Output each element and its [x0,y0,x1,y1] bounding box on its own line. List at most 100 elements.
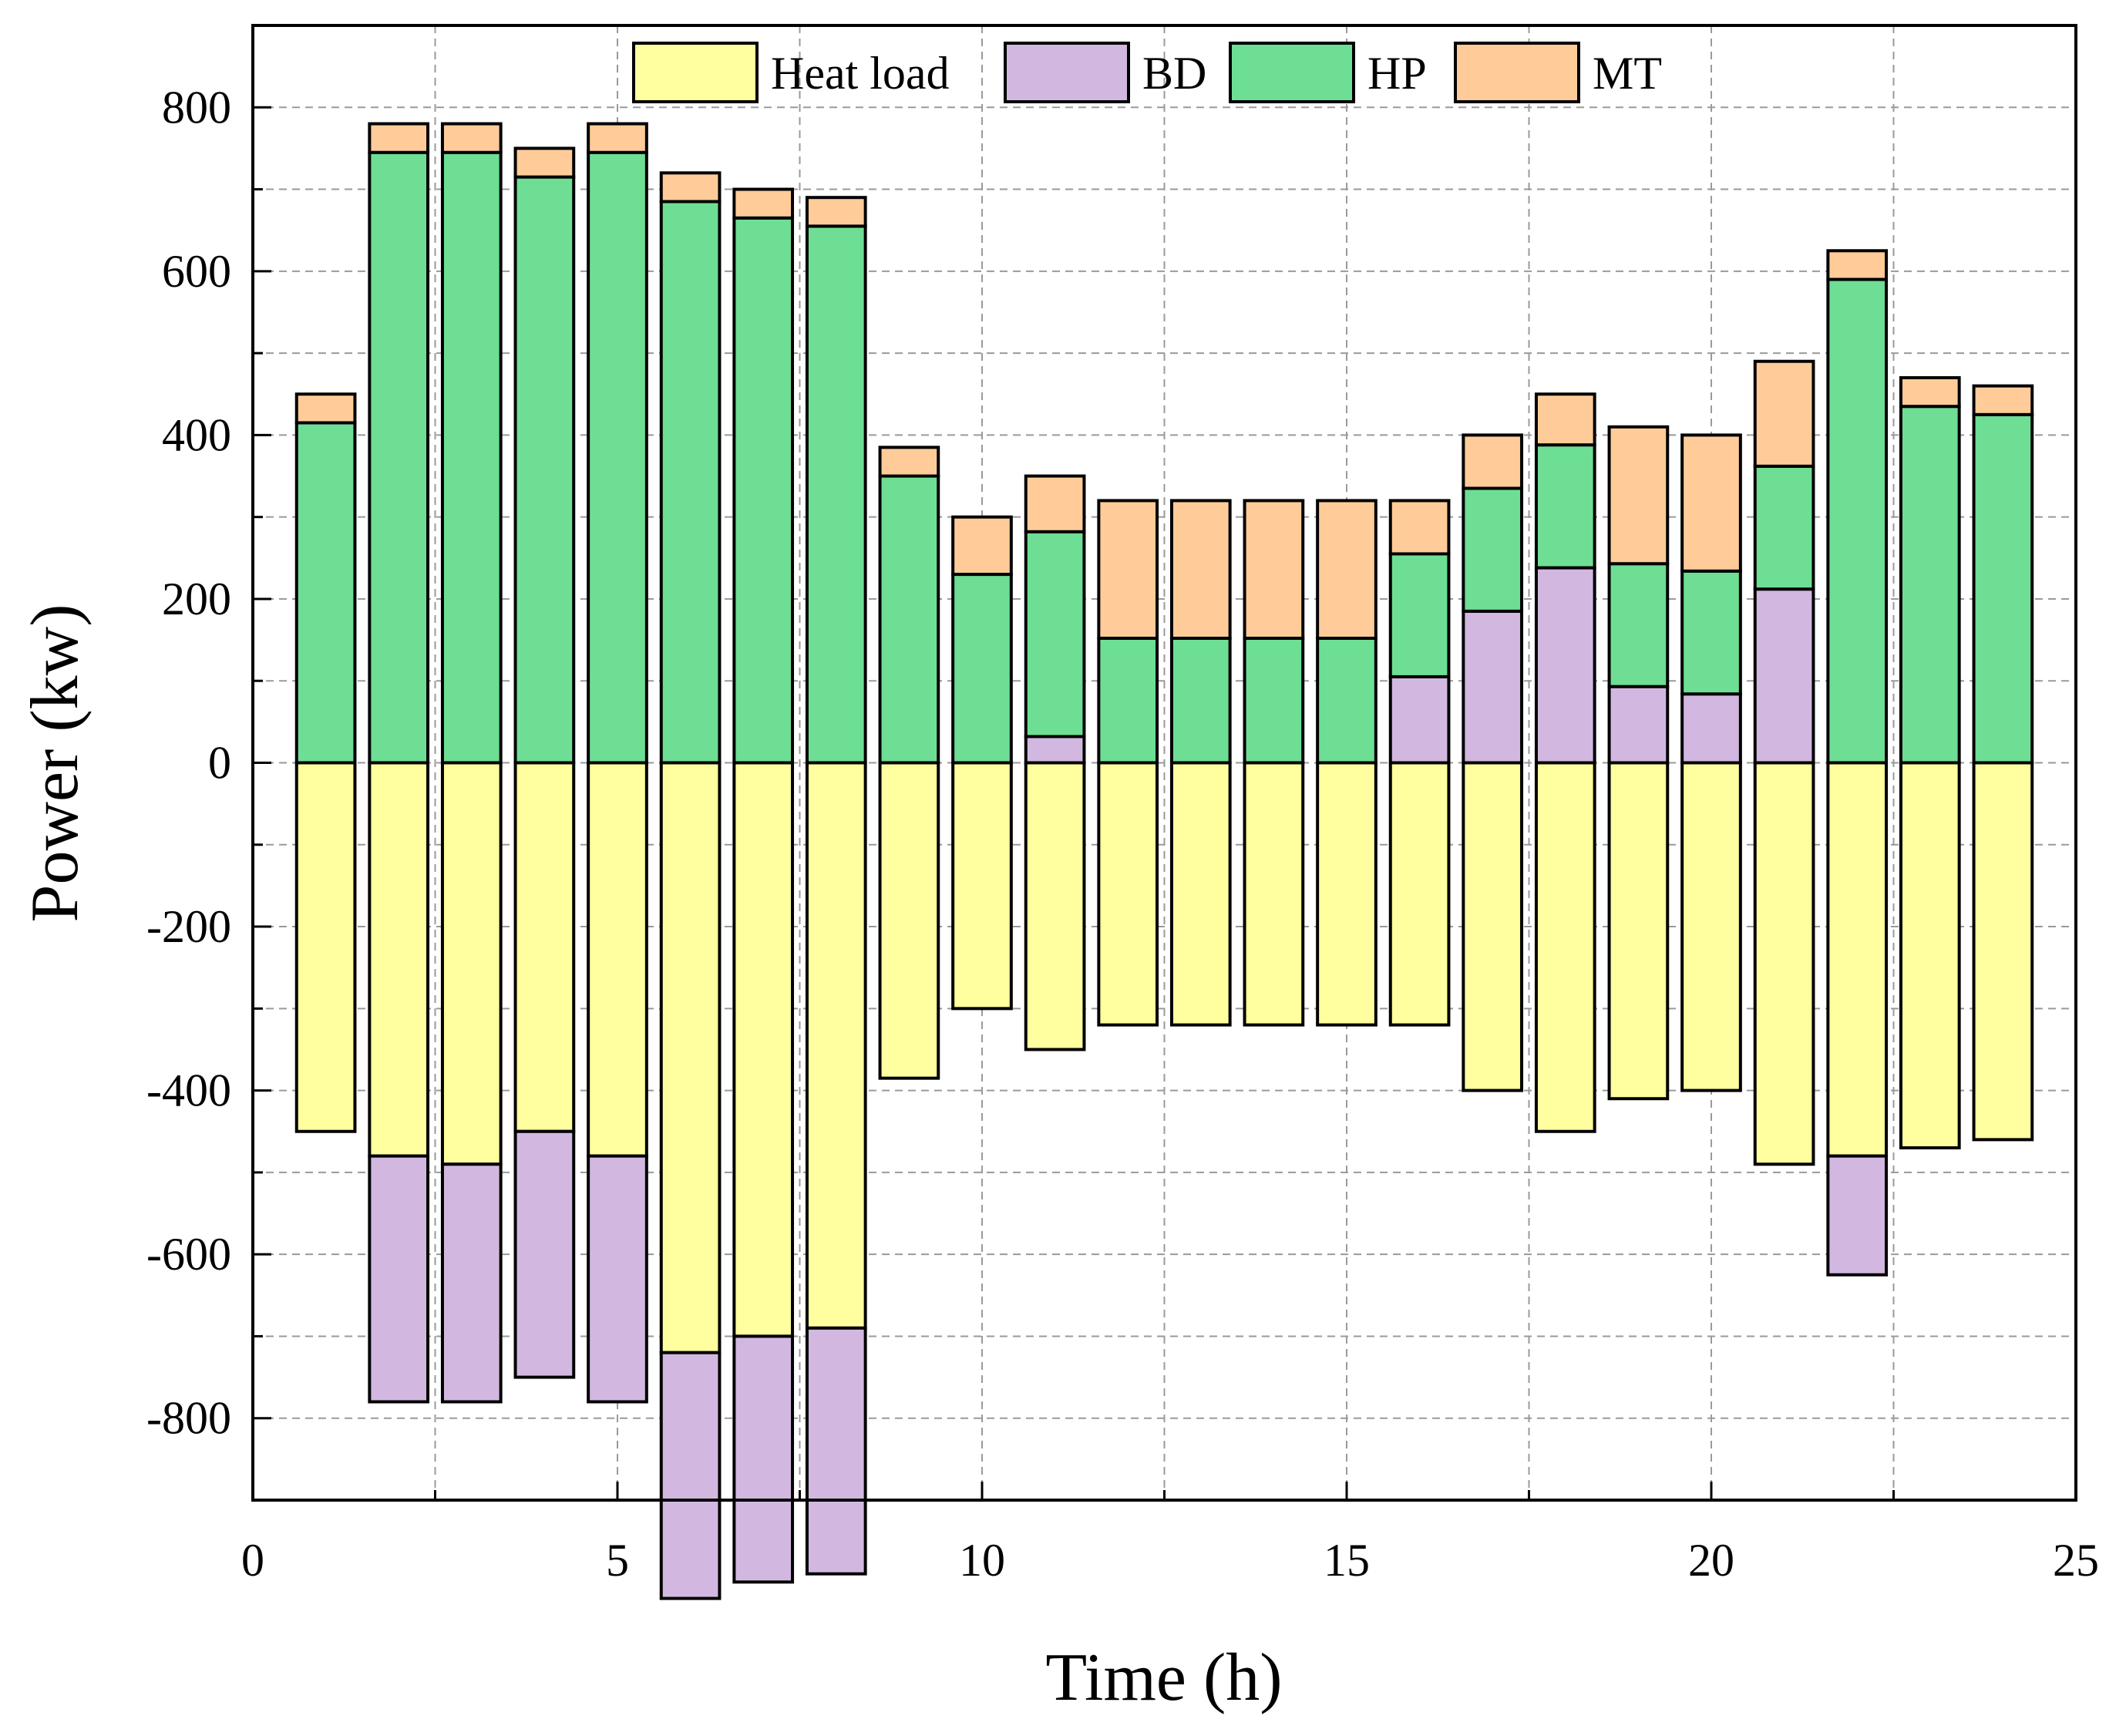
bar-mt-1 [294,392,357,425]
bar-mt-14 [1243,499,1305,640]
legend-label-mt: MT [1593,48,1662,99]
bar-mt-23 [1899,375,1961,409]
bar-bd-2 [368,1154,430,1404]
bar-bd-4 [513,1129,576,1379]
bar-hp-14 [1243,636,1305,765]
bar-hp-16 [1388,552,1451,678]
bar-hp-1 [294,421,357,765]
bar-mt-15 [1316,499,1378,640]
legend-swatch-bd [1004,42,1130,103]
bar-heat-load-1 [294,761,357,1133]
legend-label-hp: HP [1367,48,1427,99]
x-tick-label: 20 [1688,1535,1734,1586]
bar-mt-9 [878,446,940,478]
bar-heat-load-5 [587,761,648,1158]
bar-mt-16 [1388,499,1451,556]
bar-hp-10 [951,573,1013,765]
bar-hp-9 [878,474,940,765]
bar-hp-7 [732,216,795,765]
bar-heat-load-8 [805,761,867,1330]
bar-heat-load-18 [1534,761,1596,1133]
bar-heat-load-6 [659,761,722,1354]
y-tick-label: 600 [162,246,231,297]
bar-mt-5 [587,122,648,154]
x-tick-label: 10 [959,1535,1005,1586]
y-tick-label: -600 [146,1229,231,1280]
bar-heat-load-21 [1753,761,1815,1166]
x-axis-title: Time (h) [1045,1640,1282,1715]
bar-mt-21 [1753,359,1815,468]
bar-heat-load-14 [1243,761,1305,1027]
bar-hp-17 [1462,486,1524,613]
legend-swatch-hp [1229,42,1355,103]
bar-bd-8 [805,1326,867,1576]
bar-bd-19 [1607,685,1670,765]
bar-heat-load-12 [1097,761,1159,1027]
bar-hp-15 [1316,636,1378,765]
bar-hp-2 [368,150,430,765]
bar-hp-6 [659,200,722,765]
bar-mt-13 [1169,499,1232,640]
bar-heat-load-10 [951,761,1013,1011]
bar-mt-20 [1680,433,1742,573]
bar-bd-17 [1462,609,1524,765]
legend-swatch-heat-load [632,42,759,103]
bar-hp-21 [1753,464,1815,591]
bar-hp-24 [1972,412,2034,765]
legend-swatch-mt [1454,42,1580,103]
bar-heat-load-23 [1899,761,1961,1150]
axis-ticks: -800 -600 -400 -200 0 200 400 600 800 0 5 10 15 20 25 [146,24,2099,1586]
bar-hp-12 [1097,636,1159,765]
bar-heat-load-3 [440,761,503,1166]
bar-bd-16 [1388,675,1451,765]
bar-heat-load-9 [878,761,940,1080]
bar-heat-load-22 [1826,761,1889,1158]
bar-hp-3 [440,150,503,765]
bar-heat-load-16 [1388,761,1451,1027]
y-axis-title: Power (kw) [18,604,93,922]
bar-hp-11 [1024,530,1086,738]
bar-mt-7 [732,187,795,220]
bar-bd-6 [659,1351,722,1600]
bar-bd-7 [732,1334,795,1584]
y-tick-label: 800 [162,82,231,133]
bar-mt-22 [1826,249,1889,281]
bar-bd-20 [1680,692,1742,765]
y-tick-label: -800 [146,1393,231,1444]
bar-heat-load-4 [513,761,576,1133]
legend-label-heat-load: Heat load [771,48,950,99]
bar-hp-18 [1534,443,1596,570]
bar-mt-4 [513,146,576,179]
bar-heat-load-7 [732,761,795,1338]
bar-hp-8 [805,224,867,765]
bar-mt-24 [1972,384,2034,416]
y-tick-label: 0 [208,738,231,789]
bar-mt-11 [1024,474,1086,533]
x-tick-label: 15 [1324,1535,1370,1586]
bar-heat-load-13 [1169,761,1232,1027]
bar-mt-8 [805,196,867,228]
bar-mt-18 [1534,392,1596,447]
bar-hp-4 [513,175,576,765]
y-tick-label: -400 [146,1065,231,1116]
bar-heat-load-2 [368,761,430,1158]
y-tick-label: -200 [146,901,231,952]
bar-heat-load-24 [1972,761,2034,1142]
bar-hp-22 [1826,278,1889,765]
legend: Heat load BD HP MT [632,42,1662,103]
bar-hp-5 [587,150,648,765]
bar-heat-load-11 [1024,761,1086,1051]
bar-mt-12 [1097,499,1159,640]
bar-heat-load-20 [1680,761,1742,1092]
bar-hp-19 [1607,562,1670,688]
y-tick-label: 200 [162,574,231,624]
x-tick-label: 0 [241,1535,264,1586]
bar-heat-load-17 [1462,761,1524,1092]
x-tick-label: 5 [606,1535,629,1586]
bar-mt-2 [368,122,430,154]
y-tick-label: 400 [162,409,231,460]
bar-heat-load-15 [1316,761,1378,1027]
bar-mt-10 [951,515,1013,577]
bar-bd-22 [1826,1154,1889,1277]
